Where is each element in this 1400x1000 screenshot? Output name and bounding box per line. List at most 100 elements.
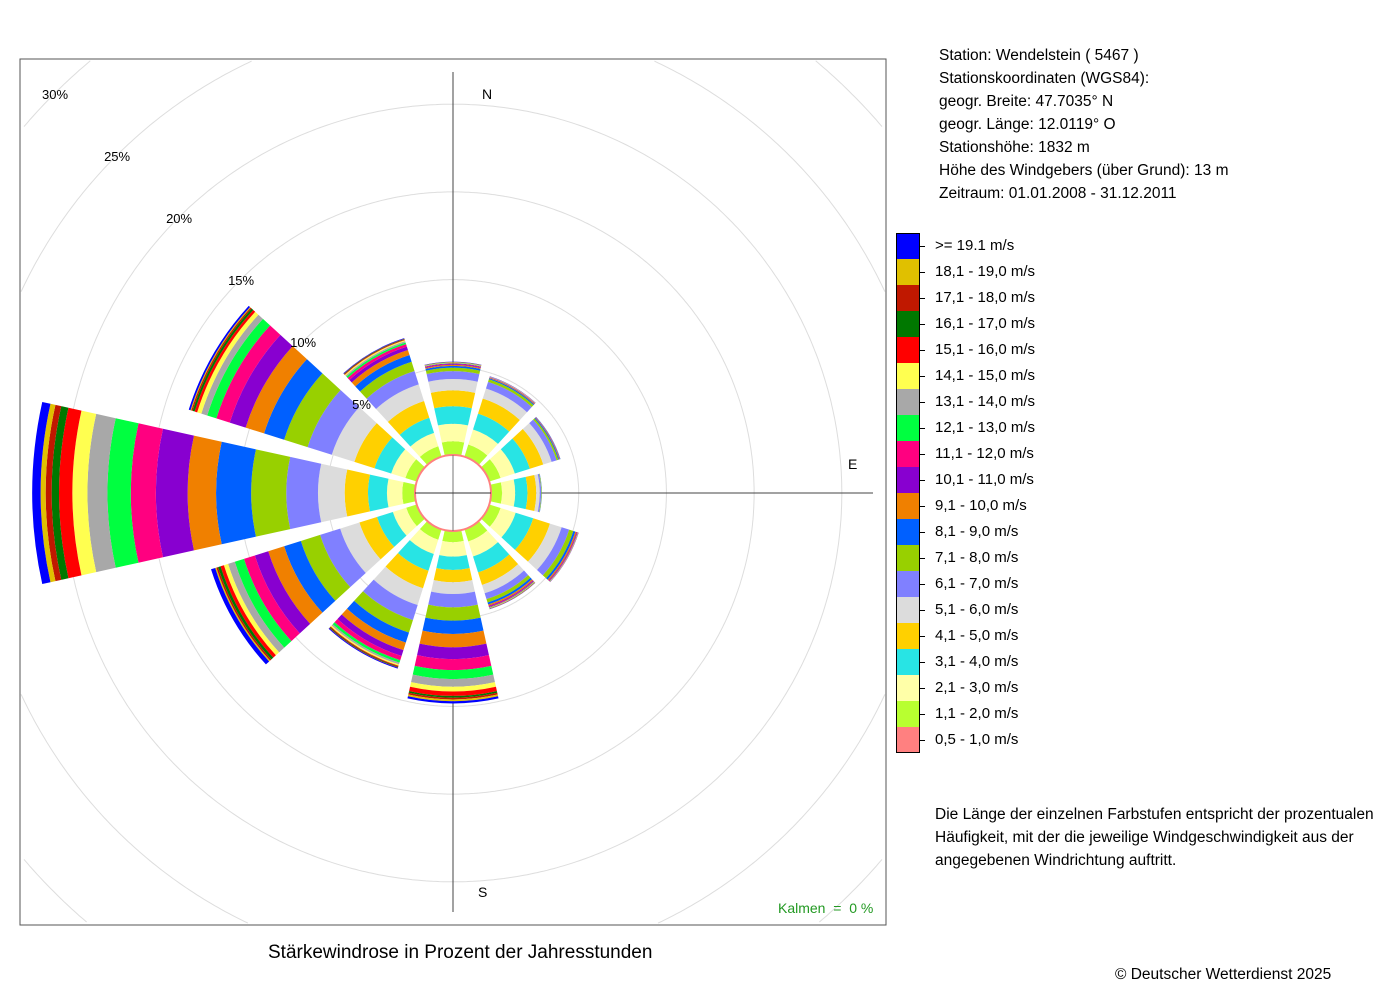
wedge-segment-dir0-class2 (438, 423, 468, 443)
wedge-segment-dir120-class4 (515, 518, 550, 562)
explanation-note: Die Länge der einzelnen Farbstufen entsp… (935, 806, 1374, 869)
legend-item: 9,1 - 10,0 m/s (896, 493, 1196, 519)
legend-tick (920, 454, 925, 455)
station-height: Stationshöhe: 1832 m (939, 139, 1090, 156)
wedge-segment-dir330-class6 (366, 370, 419, 409)
wedge-segment-dir240-class6 (320, 528, 366, 588)
legend-swatch (896, 311, 920, 337)
legend-item: 7,1 - 8,0 m/s (896, 545, 1196, 571)
wedge-segment-dir0-class10 (425, 363, 481, 368)
longitude: geogr. Länge: 12.0119° O (939, 116, 1116, 133)
legend-tick (920, 376, 925, 377)
wedge-segment-dir90-class4 (525, 474, 537, 512)
wedge-segment-dir240-class19 (211, 567, 270, 665)
legend-swatch (896, 467, 920, 493)
legend-tick (920, 428, 925, 429)
copyright: © Deutscher Wetterdienst 2025 (1115, 966, 1332, 983)
wedge-segment-dir210-class11 (334, 619, 402, 661)
legend-label: >= 19.1 m/s (935, 237, 1015, 254)
legend-tick (920, 324, 925, 325)
wedge-segment-dir300-class12 (207, 318, 271, 419)
legend-swatch (896, 441, 920, 467)
wedge-segment-dir240-class16 (218, 566, 274, 660)
wedge-segment-dir150-class9 (488, 579, 533, 606)
wedge-segment-dir180-class8 (422, 617, 484, 634)
wedge-segment-dir30-class2 (468, 429, 498, 456)
legend-tick (920, 558, 925, 559)
wedge-segment-dir180-class6 (428, 591, 478, 608)
wedge-segment-dir210-class4 (385, 553, 429, 589)
wedge-segment-dir150-class1 (464, 521, 488, 542)
wedge-segment-dir240-class10 (254, 551, 311, 634)
legend-label: 14,1 - 15,0 m/s (935, 367, 1036, 384)
wedge-segment-dir210-class2 (409, 529, 439, 554)
wedge-segment-dir210-class8 (346, 600, 409, 643)
wedge-segment-dir270-class1 (402, 482, 416, 504)
legend-swatch (896, 727, 920, 753)
legend-swatch (896, 701, 920, 727)
wedge-segment-dir300-class13 (201, 314, 263, 416)
wedge-segment-dir0-class18 (424, 361, 482, 366)
wedge-segment-dir60-class7 (533, 418, 559, 461)
legend-tick (920, 584, 925, 585)
ring-labels: 5% 10% 15% 20% 25% 30% (42, 87, 371, 412)
wedge-segment-dir270-class18 (40, 403, 56, 583)
legend-item: 1,1 - 2,0 m/s (896, 701, 1196, 727)
wedge-segment-dir150-class5 (481, 564, 525, 594)
wedge-segment-dir270-class4 (344, 469, 371, 517)
wedge-segment-dir300-class14 (197, 311, 259, 414)
ring-label: 30% (42, 87, 68, 102)
legend-swatch (896, 259, 920, 285)
wedge-segment-dir60-class6 (529, 419, 557, 462)
wedge-segment-dir180-class16 (408, 691, 498, 698)
compass-label-e: E (848, 456, 857, 472)
wedge-segment-dir270-class5 (318, 463, 348, 523)
legend-swatch (896, 597, 920, 623)
wedge-segment-dir240-class3 (376, 511, 407, 547)
wedge-segment-dir60-class1 (481, 459, 501, 482)
wedge-segment-dir330-class9 (351, 350, 410, 387)
wedge-segment-dir210-class3 (397, 540, 434, 571)
wedge-segment-dir270-class15 (59, 407, 82, 579)
wedge-segment-dir90-class1 (490, 482, 503, 504)
legend-tick (920, 402, 925, 403)
wedge-segment-dir150-class6 (484, 570, 529, 600)
wedge-segment-dir90-class2 (500, 479, 516, 507)
legend-label: 13,1 - 14,0 m/s (935, 393, 1036, 410)
wedge-segment-dir180-class19 (407, 696, 499, 704)
legend-tick (920, 246, 925, 247)
wedge-segment-dir210-class12 (332, 622, 401, 663)
legend-item: 18,1 - 19,0 m/s (896, 259, 1196, 285)
legend-item: 17,1 - 18,0 m/s (896, 285, 1196, 311)
wedge-segment-dir180-class2 (439, 541, 467, 557)
legend-swatch (896, 363, 920, 389)
legend-label: 18,1 - 19,0 m/s (935, 263, 1036, 280)
wedge-segment-dir270-class9 (187, 435, 222, 551)
wedge-segment-dir240-class7 (300, 534, 351, 601)
legend-label: 10,1 - 11,0 m/s (935, 471, 1034, 488)
wedge-segment-dir300-class9 (245, 346, 307, 434)
legend-tick (920, 688, 925, 689)
wedge-segment-dir150-class7 (486, 575, 531, 603)
wedge-segment-dir270-class11 (130, 423, 163, 563)
wedge-segment-dir240-class11 (243, 555, 300, 642)
wedges (32, 305, 579, 704)
latitude: geogr. Breite: 47.7035° N (939, 93, 1114, 110)
wedge-segment-dir120-class1 (481, 504, 501, 527)
wedge-segment-dir180-class11 (414, 655, 492, 671)
wedge-segment-dir240-class8 (284, 540, 336, 613)
wedge-segment-dir270-class13 (87, 413, 116, 573)
legend-tick (920, 636, 925, 637)
chart-title: Stärkewindrose in Prozent der Jahresstun… (268, 942, 653, 963)
legend-swatch (896, 519, 920, 545)
wedge-segment-dir240-class2 (392, 507, 417, 536)
legend-item: >= 19.1 m/s (896, 233, 1196, 259)
legend-label: 4,1 - 5,0 m/s (935, 627, 1019, 644)
wedge-segment-dir180-class14 (410, 682, 496, 692)
legend-swatch (896, 233, 920, 259)
legend-tick (920, 610, 925, 611)
wedge-segment-dir270-class7 (251, 449, 291, 537)
calm-label: Kalmen = 0 % (778, 900, 873, 916)
wedge-segment-dir0-class16 (424, 362, 482, 366)
